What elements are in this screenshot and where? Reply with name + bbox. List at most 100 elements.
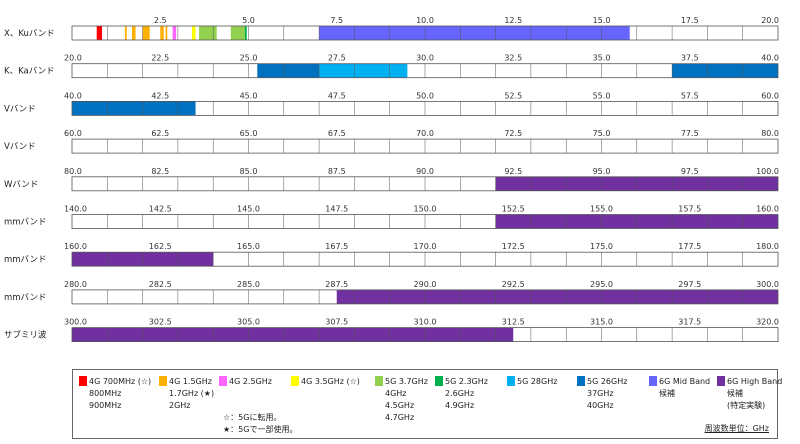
tick-label: 297.5 xyxy=(678,280,701,289)
band-row: Wバンド 80.0 82.5 85.0 87.5 90.0 92.5 95.0 97.5 100.… xyxy=(4,167,779,192)
tick-label: 160.0 xyxy=(64,242,87,251)
tick-label: 100.0 xyxy=(756,167,779,176)
legend-extra: 4.9GHz xyxy=(445,401,475,410)
tick-label: 75.0 xyxy=(593,129,611,138)
row-label: mmバンド xyxy=(4,218,47,228)
tick-label: 47.5 xyxy=(328,91,346,100)
tick-label: 317.5 xyxy=(678,318,701,327)
legend-item: 5G 28GHz xyxy=(507,376,557,388)
legend-extra: 4.7GHz xyxy=(385,413,415,422)
tick-label: 30.0 xyxy=(416,54,434,63)
tick-label: 55.0 xyxy=(593,91,611,100)
tick-label: 310.0 xyxy=(414,318,437,327)
note-star-open: ☆：5Gに転用。 xyxy=(223,413,282,422)
legend-extra: 1.7GHz (★) xyxy=(169,389,215,398)
tick-label: 37.5 xyxy=(681,54,699,63)
tick-label: 162.5 xyxy=(149,242,172,251)
tick-label: 35.0 xyxy=(593,54,611,63)
legend-label: 5G 26GHz xyxy=(587,377,628,386)
legend-extra: 900MHz xyxy=(89,401,122,410)
tick-label: 295.0 xyxy=(590,280,613,289)
tick-label: 20.0 xyxy=(761,16,779,25)
legend-label: 4G 700MHz (☆) xyxy=(89,377,152,386)
legend-label: 4G 1.5GHz xyxy=(169,377,212,386)
legend-swatch xyxy=(79,376,87,386)
band-segment xyxy=(142,26,150,40)
band-row: mmバンド 280.0 282.5 285.0 287.5 290.0 292.5 295.0… xyxy=(4,280,779,305)
tick-label: 287.5 xyxy=(325,280,348,289)
tick-label: 70.0 xyxy=(416,129,434,138)
tick-label: 97.5 xyxy=(681,167,699,176)
band-segment xyxy=(165,26,168,40)
tick-label: 282.5 xyxy=(149,280,172,289)
row-label: サブミリ波 xyxy=(4,330,47,341)
tick-label: 77.5 xyxy=(681,129,699,138)
tick-label: 305.0 xyxy=(237,318,260,327)
band-row: X、Kuバンド 2.5 5.0 7.5 10.0 12.5 15.0 17.5 20.0 xyxy=(4,16,779,41)
band-segment xyxy=(319,26,630,40)
tick-label: 142.5 xyxy=(149,205,172,214)
tick-label: 32.5 xyxy=(504,54,522,63)
legend-swatch xyxy=(159,376,167,386)
tick-label: 67.5 xyxy=(328,129,346,138)
tick-label: 285.0 xyxy=(237,280,260,289)
legend-label: 5G 2.3GHz xyxy=(445,377,488,386)
tick-label: 157.5 xyxy=(678,205,701,214)
tick-label: 302.5 xyxy=(149,318,172,327)
row-label: K、Kaバンド xyxy=(4,67,55,77)
band-segment xyxy=(132,26,136,40)
tick-label: 280.0 xyxy=(64,280,87,289)
legend-extra: 37GHz xyxy=(587,389,614,398)
note-star-filled: ★：5Gで一部使用。 xyxy=(223,425,298,434)
band-row: Vバンド 60.0 62.5 65.0 67.5 70.0 72.5 75.0 77.5 80.0 xyxy=(4,129,779,154)
legend-extra: 4.5GHz xyxy=(385,401,415,410)
band-segment xyxy=(257,63,320,78)
band-segment xyxy=(336,289,778,304)
legend-item: 4G 1.5GHz 1.7GHz (★) 2GHz xyxy=(159,376,214,412)
tick-label: 177.5 xyxy=(678,242,701,251)
legend-extra: (特定実験) xyxy=(727,401,766,410)
tick-label: 95.0 xyxy=(593,167,611,176)
band-segment xyxy=(160,26,164,40)
legend-swatch xyxy=(649,376,657,386)
legend-label: 5G 28GHz xyxy=(517,377,558,386)
row-label: mmバンド xyxy=(4,293,47,303)
legend-item: 4G 2.5GHz xyxy=(219,376,272,388)
tick-label: 52.5 xyxy=(504,91,522,100)
tick-label: 80.0 xyxy=(761,129,779,138)
tick-label: 300.0 xyxy=(756,280,779,289)
tick-label: 25.0 xyxy=(240,54,258,63)
tick-label: 2.5 xyxy=(154,16,167,25)
legend-item: 5G 2.3GHz 2.6GHz 4.9GHz xyxy=(435,376,488,412)
tick-label: 180.0 xyxy=(756,242,779,251)
row-label: Vバンド xyxy=(4,142,36,152)
band-segment xyxy=(230,26,245,40)
tick-label: 62.5 xyxy=(151,129,169,138)
band-row: K、Kaバンド 20.0 22.5 25.0 27.5 30.0 32.5 35.0 37.5 4… xyxy=(4,54,779,79)
legend: 4G 700MHz (☆) 800MHz 900MHz 4G 1.5GHz 1.… xyxy=(72,369,782,439)
tick-label: 40.0 xyxy=(761,54,779,63)
legend-extra: 800MHz xyxy=(89,389,122,398)
legend-label: 4G 3.5GHz (☆) xyxy=(301,377,360,386)
legend-item: 4G 700MHz (☆) 800MHz 900MHz xyxy=(79,376,151,412)
tick-label: 5.0 xyxy=(242,16,255,25)
tick-label: 175.0 xyxy=(590,242,613,251)
tick-label: 60.0 xyxy=(64,129,82,138)
tick-label: 145.0 xyxy=(237,205,260,214)
legend-extra: 候補 xyxy=(659,389,675,398)
tick-label: 150.0 xyxy=(414,205,437,214)
band-segment xyxy=(319,63,408,78)
band-segment xyxy=(199,26,217,40)
legend-item: 5G 3.7GHz 4GHz 4.5GHz 4.7GHz xyxy=(375,376,428,424)
legend-swatch xyxy=(577,376,585,386)
row-label: Vバンド xyxy=(4,104,36,114)
tick-label: 7.5 xyxy=(330,16,343,25)
legend-extra: 2GHz xyxy=(169,401,191,410)
legend-swatch xyxy=(717,376,725,386)
legend-label: 5G 3.7GHz xyxy=(385,377,428,386)
legend-swatch xyxy=(219,376,227,386)
legend-label: 6G High Band xyxy=(727,377,783,386)
legend-swatch xyxy=(507,376,515,386)
tick-label: 140.0 xyxy=(64,205,87,214)
